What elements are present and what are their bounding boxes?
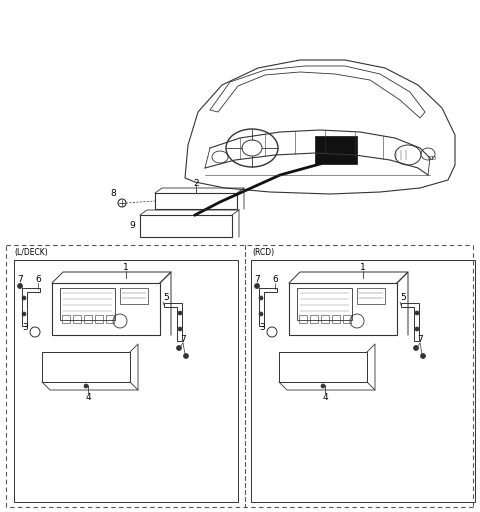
Bar: [357, 288, 385, 304]
Text: 6: 6: [272, 275, 278, 285]
Bar: [343, 315, 351, 323]
Bar: [332, 315, 340, 323]
Ellipse shape: [178, 311, 182, 315]
Text: (RCD): (RCD): [252, 247, 274, 257]
Ellipse shape: [420, 353, 425, 358]
Text: 5: 5: [400, 293, 406, 303]
Ellipse shape: [415, 311, 419, 315]
Ellipse shape: [415, 327, 419, 331]
Bar: [42, 352, 130, 382]
Text: 9: 9: [129, 222, 135, 230]
Bar: [62, 315, 70, 323]
Ellipse shape: [254, 284, 260, 288]
Bar: [84, 315, 92, 323]
Bar: [95, 315, 103, 323]
Text: 1: 1: [123, 264, 129, 272]
Bar: [251, 260, 475, 502]
Bar: [106, 315, 114, 323]
Ellipse shape: [17, 284, 23, 288]
Text: 4: 4: [322, 393, 328, 401]
Text: 6: 6: [35, 275, 41, 285]
Bar: [120, 288, 148, 304]
Ellipse shape: [177, 346, 181, 351]
Text: (L/DECK): (L/DECK): [14, 247, 48, 257]
Text: 3: 3: [259, 324, 265, 332]
Bar: [14, 260, 238, 502]
Ellipse shape: [178, 327, 182, 331]
Text: 7: 7: [180, 335, 186, 345]
Text: 8: 8: [110, 188, 116, 198]
Ellipse shape: [259, 312, 263, 316]
Text: 7: 7: [254, 274, 260, 284]
Bar: [289, 283, 397, 335]
Bar: [60, 288, 115, 320]
Bar: [321, 315, 329, 323]
Text: 4: 4: [85, 393, 91, 401]
Ellipse shape: [321, 384, 325, 388]
Ellipse shape: [413, 346, 419, 351]
Ellipse shape: [259, 296, 263, 300]
Bar: [297, 288, 352, 320]
Bar: [279, 352, 367, 382]
Ellipse shape: [183, 353, 189, 358]
Text: 2: 2: [193, 180, 199, 188]
Text: 7: 7: [17, 274, 23, 284]
Text: CD: CD: [427, 156, 437, 160]
Text: 5: 5: [163, 293, 169, 303]
Bar: [140, 215, 232, 237]
Ellipse shape: [22, 296, 26, 300]
Bar: [310, 315, 318, 323]
Text: 7: 7: [417, 335, 423, 345]
Bar: [315, 136, 357, 164]
Bar: [73, 315, 81, 323]
Bar: [52, 283, 160, 335]
Bar: [155, 193, 237, 209]
Ellipse shape: [84, 384, 88, 388]
Ellipse shape: [22, 312, 26, 316]
Text: 1: 1: [360, 264, 366, 272]
Text: 3: 3: [22, 324, 28, 332]
Bar: [299, 315, 307, 323]
